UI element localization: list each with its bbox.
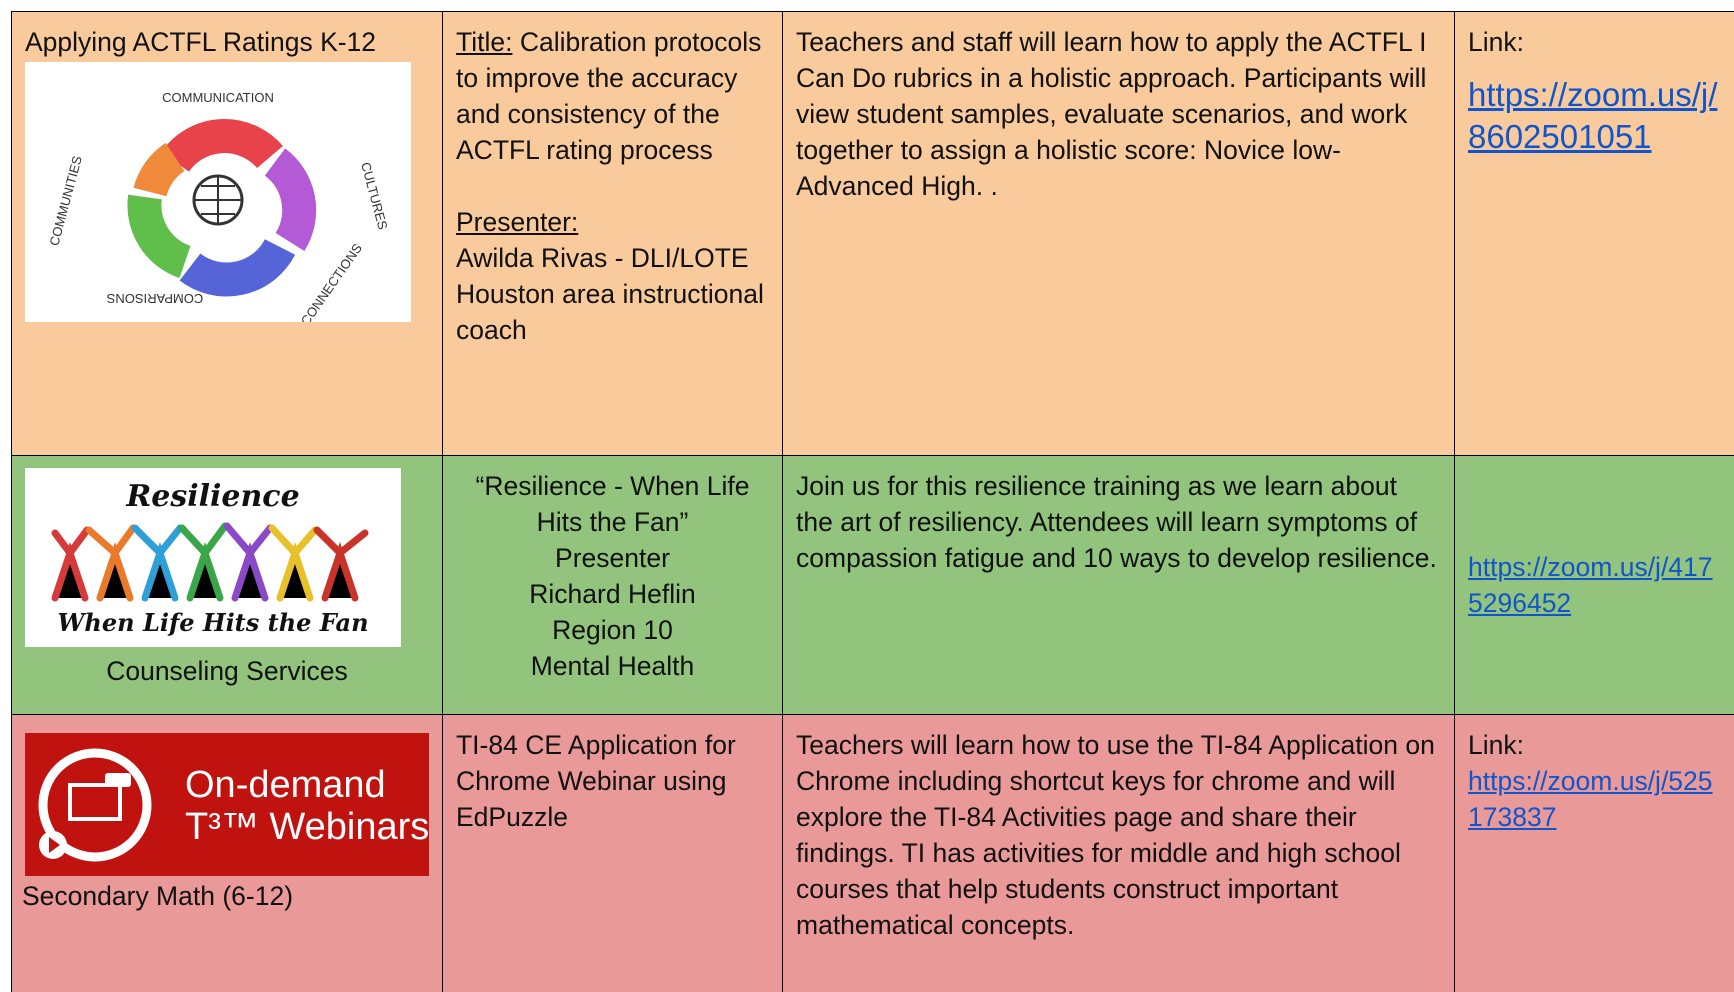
link-cell: Link: https://zoom.us/j/525173837: [1454, 714, 1734, 992]
link-cell: https://zoom.us/j/4175296452: [1454, 455, 1734, 715]
title-label: Title:: [456, 27, 513, 57]
image-title: Resilience: [125, 479, 299, 514]
actfl-logo: COMMUNICATION CULTURES CONNECTIONS COMPA…: [25, 62, 411, 322]
topic-cell: Resilience When Life Hits the Fan Counse…: [11, 455, 443, 715]
title-text: Calibration protocols to improve the acc…: [456, 27, 762, 165]
topic: Counseling Services: [106, 656, 348, 686]
description: Teachers and staff will learn how to app…: [796, 27, 1427, 201]
title-cell: Title: Calibration protocols to improve …: [442, 11, 783, 456]
link-label: Link:: [1468, 27, 1524, 57]
title: “Resilience - When Life Hits the Fan”: [475, 471, 750, 537]
zoom-link[interactable]: https://zoom.us/j/4175296452: [1468, 552, 1713, 618]
topic-cell: On-demand T³™ Webinars Secondary Math (6…: [11, 714, 443, 992]
image-line1: On-demand: [185, 764, 386, 806]
description: Join us for this resilience training as …: [796, 471, 1437, 573]
presenter: Richard Heflin: [529, 579, 696, 609]
resilience-image: Resilience When Life Hits the Fan: [25, 468, 401, 647]
title: TI-84 CE Application for Chrome Webinar …: [456, 730, 736, 832]
description-cell: Teachers will learn how to use the TI-84…: [782, 714, 1455, 992]
zoom-link[interactable]: https://zoom.us/j/8602501051: [1468, 76, 1718, 155]
description-cell: Teachers and staff will learn how to app…: [782, 11, 1455, 456]
title-cell: “Resilience - When Life Hits the Fan” Pr…: [442, 455, 783, 715]
topic: Applying ACTFL Ratings K-12: [25, 27, 377, 57]
presenter: Awilda Rivas - DLI/LOTE Houston area ins…: [456, 243, 764, 345]
topic: Secondary Math (6-12): [22, 881, 294, 911]
link-cell: Link: https://zoom.us/j/8602501051: [1454, 11, 1734, 456]
image-subtitle: When Life Hits the Fan: [57, 608, 368, 637]
presenter-dept: Mental Health: [530, 651, 695, 681]
presenter-label: Presenter:: [456, 207, 579, 237]
zoom-link[interactable]: https://zoom.us/j/525173837: [1468, 766, 1713, 832]
logo-word: COMPARISONS: [106, 291, 203, 306]
title: Title: Calibration protocols to improve …: [456, 24, 769, 168]
title-cell: TI-84 CE Application for Chrome Webinar …: [442, 714, 783, 992]
image-line2: T³™ Webinars: [185, 806, 429, 848]
presenter-org: Region 10: [552, 615, 673, 645]
description-cell: Join us for this resilience training as …: [782, 455, 1455, 715]
webinar-image: On-demand T³™ Webinars: [25, 733, 429, 876]
presenter-label: Presenter: [555, 543, 670, 573]
link-label: Link:: [1468, 730, 1524, 760]
logo-word: COMMUNICATION: [162, 90, 274, 105]
description: Teachers will learn how to use the TI-84…: [796, 730, 1435, 940]
topic-cell: Applying ACTFL Ratings K-12 COMMUNICATIO…: [11, 11, 443, 456]
